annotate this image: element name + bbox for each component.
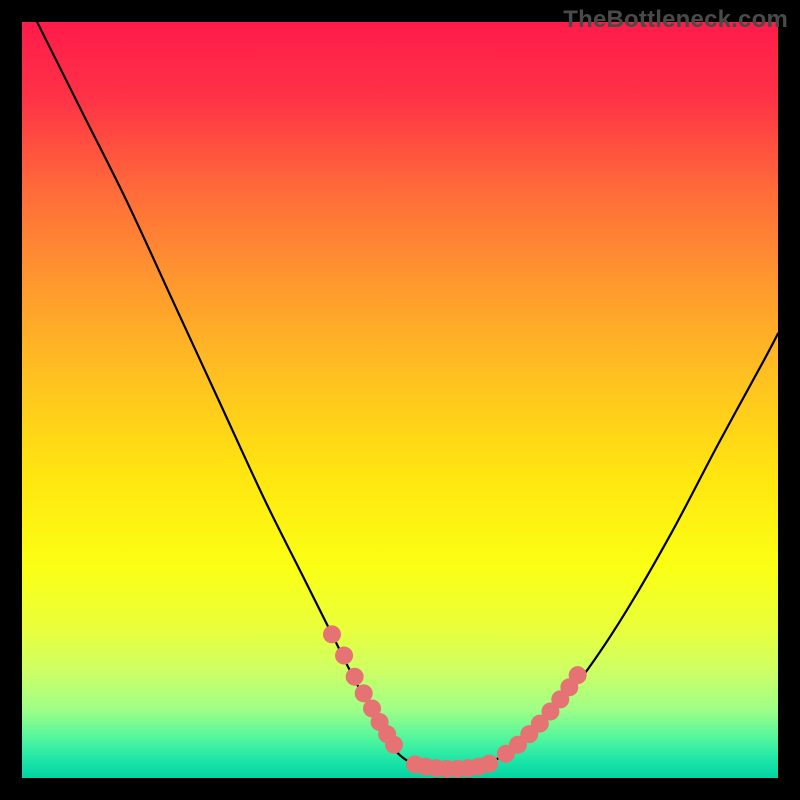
watermark-text: TheBottleneck.com xyxy=(563,6,788,34)
marker-dot xyxy=(480,755,498,773)
plot-background xyxy=(22,22,778,778)
marker-dot xyxy=(335,647,353,665)
bottleneck-curve-chart xyxy=(0,0,800,800)
marker-dot xyxy=(385,736,403,754)
marker-dot xyxy=(355,684,373,702)
marker-dot xyxy=(323,625,341,643)
marker-dot xyxy=(569,666,587,684)
chart-container: TheBottleneck.com xyxy=(0,0,800,800)
marker-dot xyxy=(346,668,364,686)
